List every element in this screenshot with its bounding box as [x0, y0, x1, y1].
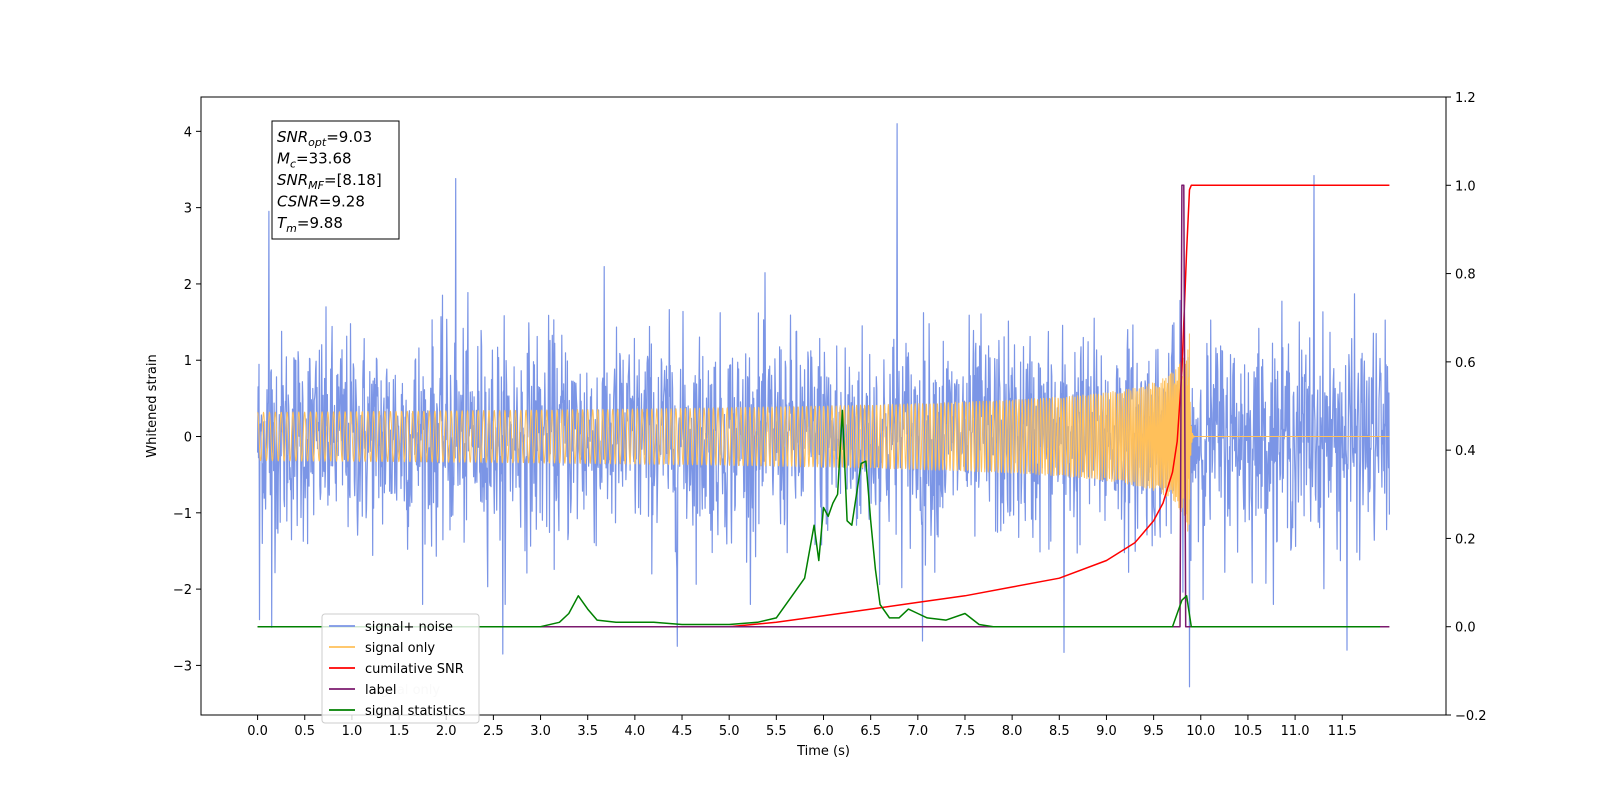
x-tick-label: 7.0	[907, 724, 928, 739]
x-tick-label: 6.0	[813, 724, 834, 739]
y2-tick-label: 0.4	[1455, 444, 1476, 459]
x-tick-label: 8.5	[1049, 724, 1070, 739]
x-tick-label: 9.5	[1143, 724, 1164, 739]
annotation-frame	[271, 120, 400, 240]
y-tick-label: 3	[184, 202, 192, 217]
x-tick-label: 10.0	[1186, 724, 1215, 739]
x-tick-label: 2.0	[436, 724, 457, 739]
y-tick-label: 1	[184, 354, 192, 369]
x-tick-label: 11.0	[1281, 724, 1310, 739]
legend-label: label	[365, 683, 396, 698]
legend-frame	[321, 613, 480, 724]
y-tick-label: 2	[184, 278, 192, 293]
x-tick-label: 4.0	[625, 724, 646, 739]
legend-label: signal+ noise	[365, 620, 453, 635]
y-tick-label: −2	[173, 583, 192, 598]
x-tick-label: 10.5	[1233, 724, 1262, 739]
y-axis-label: Whitened strain	[145, 354, 160, 457]
x-tick-label: 3.0	[530, 724, 551, 739]
y2-tick-label: 0.2	[1455, 532, 1476, 547]
legend-label: signal only	[365, 641, 435, 656]
y-axis-left: −3 −2 −1 0 1 2 3 4	[173, 125, 201, 674]
annotation-line: Mc=33.68	[277, 150, 352, 171]
y-tick-label: −1	[173, 507, 192, 522]
annotation-box: SNRopt=9.03Mc=33.68SNRMF=[8.18]CSNR=9.28…	[271, 120, 400, 240]
y2-tick-label: 0.6	[1455, 356, 1476, 371]
x-tick-label: 1.0	[342, 724, 363, 739]
annotation-line: Tm=9.88	[277, 214, 343, 235]
y2-tick-label: 1.2	[1455, 91, 1476, 106]
series-line-signal-statistics	[257, 409, 1380, 628]
x-tick-label: 0.5	[294, 724, 315, 739]
y-axis-right: −0.2 0.0 0.2 0.4 0.6 0.8 1.0 1.2	[1446, 91, 1487, 724]
y-tick-label: −3	[173, 659, 192, 674]
x-tick-label: 3.5	[577, 724, 598, 739]
x-axis-label: Time (s)	[796, 744, 850, 759]
y2-tick-label: 0.8	[1455, 268, 1476, 283]
legend-label: signal statistics	[365, 704, 466, 719]
y-tick-label: 0	[184, 431, 192, 446]
x-tick-label: 6.5	[860, 724, 881, 739]
x-tick-label: 8.0	[1002, 724, 1023, 739]
annotation-line: SNRMF=[8.18]	[277, 171, 382, 192]
x-tick-label: 5.0	[719, 724, 740, 739]
legend-label: cumilative SNR	[365, 662, 464, 677]
y2-tick-label: 1.0	[1455, 179, 1476, 194]
x-tick-label: 7.5	[955, 724, 976, 739]
x-axis: 0.0 0.5 1.0 1.5 2.0 2.5 3.0 3.5 4.0 4.5 5.0 5.5 6.0 6…	[247, 715, 1357, 739]
x-tick-label: 5.5	[766, 724, 787, 739]
y2-tick-label: 0.0	[1455, 621, 1476, 636]
annotation-line: CSNR=9.28	[277, 193, 365, 211]
y-tick-label: 4	[184, 125, 192, 140]
x-tick-label: 2.5	[483, 724, 504, 739]
x-tick-label: 1.5	[389, 724, 410, 739]
x-tick-label: 9.0	[1096, 724, 1117, 739]
y2-tick-label: −0.2	[1455, 709, 1487, 724]
annotation-line: SNRopt=9.03	[277, 128, 372, 149]
series-line-signal-noise	[257, 123, 1390, 688]
series-line-signal-only	[257, 333, 1390, 532]
series-line-cumilative-snr	[257, 184, 1390, 628]
x-tick-label: 4.5	[672, 724, 693, 739]
x-tick-label: 0.0	[247, 724, 268, 739]
x-tick-label: 11.5	[1328, 724, 1357, 739]
